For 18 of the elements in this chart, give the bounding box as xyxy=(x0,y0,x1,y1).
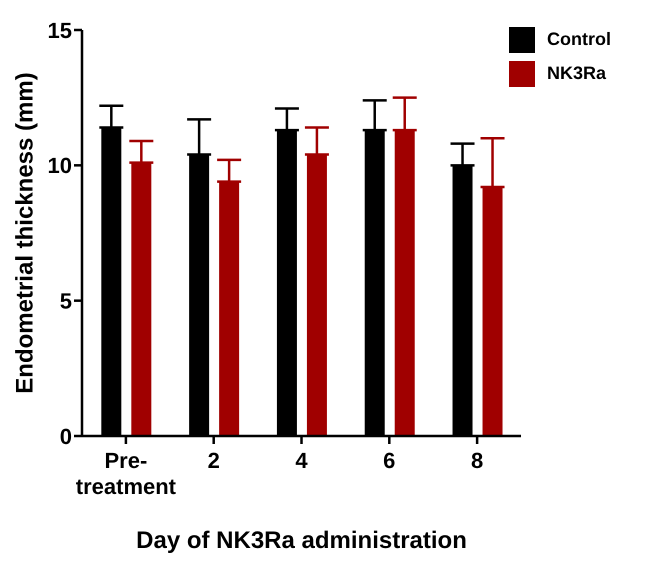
bar xyxy=(394,130,415,436)
x-tick-label: Pre-treatment xyxy=(76,448,177,499)
bar xyxy=(306,154,327,436)
x-tick-label: 2 xyxy=(208,448,220,473)
bar xyxy=(219,182,240,436)
y-tick-label: 15 xyxy=(48,18,72,43)
y-tick-label: 0 xyxy=(60,424,72,449)
y-axis-title: Endometrial thickness (mm) xyxy=(12,72,39,394)
y-tick-label: 5 xyxy=(60,288,72,314)
legend-label: Control xyxy=(547,29,611,49)
y-tick-label: 10 xyxy=(48,153,72,178)
x-tick-label: 6 xyxy=(383,448,396,473)
x-axis-title: Day of NK3Ra administration xyxy=(136,527,467,554)
x-tick-label: 8 xyxy=(470,448,484,473)
bar xyxy=(131,162,152,436)
x-tick-label: 4 xyxy=(295,448,308,473)
legend-label: NK3Ra xyxy=(547,63,606,83)
bar xyxy=(482,186,503,436)
